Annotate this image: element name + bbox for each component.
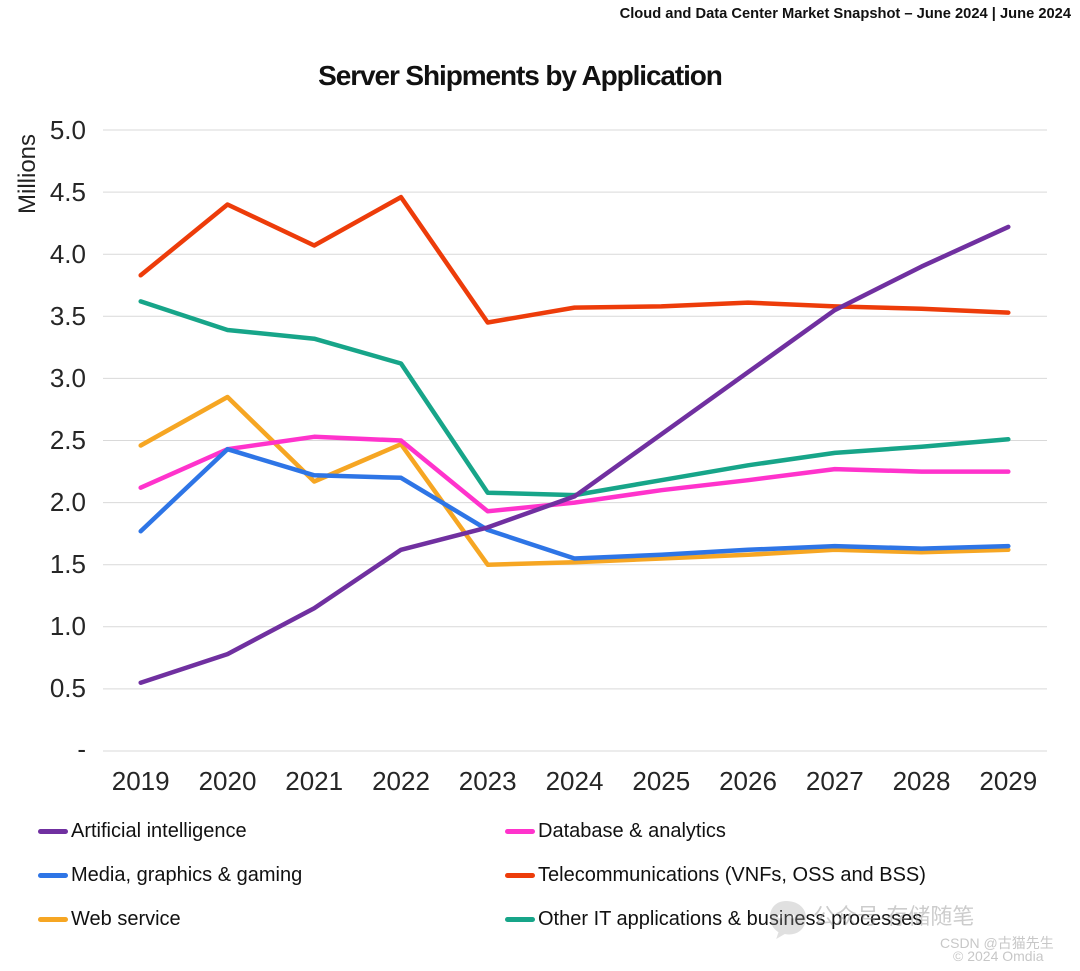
svg-text:2022: 2022: [372, 766, 430, 796]
svg-text:4.0: 4.0: [50, 239, 86, 269]
svg-text:2026: 2026: [719, 766, 777, 796]
svg-text:公众号·存储随笔: 公众号·存储随笔: [813, 904, 974, 929]
svg-text:3.0: 3.0: [50, 363, 86, 393]
svg-text:2021: 2021: [285, 766, 343, 796]
svg-text:0.5: 0.5: [50, 673, 86, 703]
svg-text:2029: 2029: [979, 766, 1037, 796]
svg-text:2025: 2025: [632, 766, 690, 796]
svg-text:2.5: 2.5: [50, 425, 86, 455]
svg-text:2019: 2019: [112, 766, 170, 796]
svg-text:4.5: 4.5: [50, 177, 86, 207]
svg-text:1.0: 1.0: [50, 611, 86, 641]
svg-text:2027: 2027: [806, 766, 864, 796]
svg-text:2020: 2020: [199, 766, 257, 796]
svg-text:3.5: 3.5: [50, 301, 86, 331]
svg-text:© 2024 Omdia: © 2024 Omdia: [953, 948, 1044, 963]
svg-text:2024: 2024: [546, 766, 604, 796]
svg-text:-: -: [77, 734, 86, 764]
svg-text:5.0: 5.0: [50, 115, 86, 145]
svg-text:2028: 2028: [893, 766, 951, 796]
svg-text:2.0: 2.0: [50, 487, 86, 517]
svg-text:1.5: 1.5: [50, 549, 86, 579]
svg-text:2023: 2023: [459, 766, 517, 796]
